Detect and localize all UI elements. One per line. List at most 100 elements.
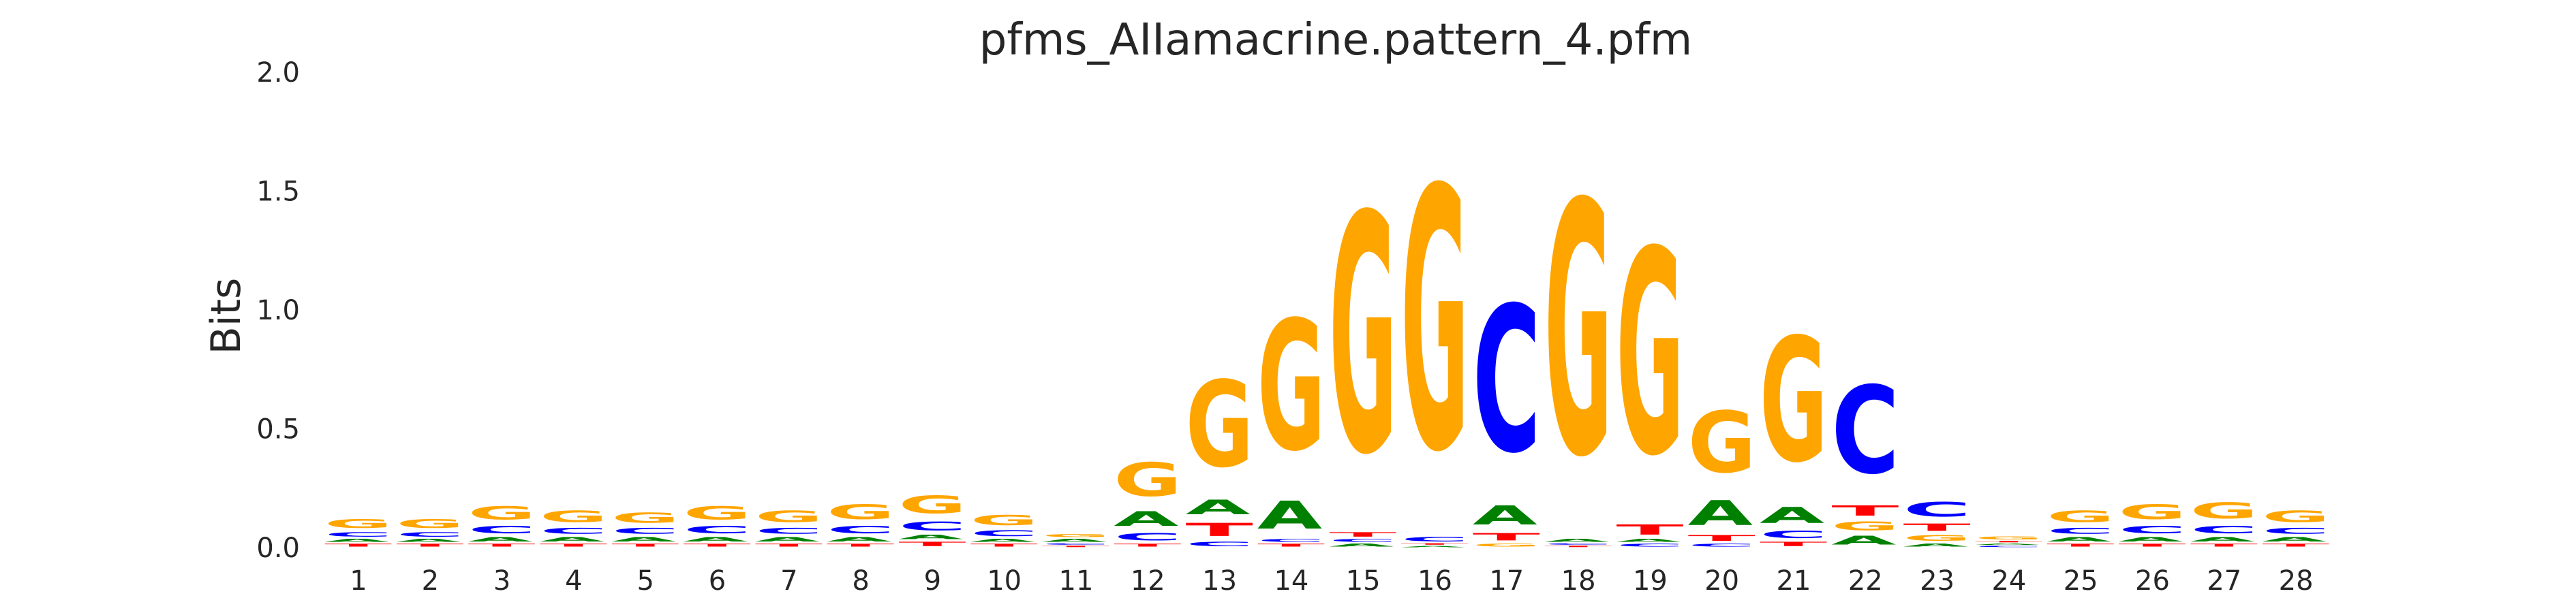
- logo-letter-a: A: [1760, 503, 1825, 529]
- logo-letter-t: T: [324, 543, 392, 548]
- logo-letter-a: A: [1831, 533, 1896, 548]
- logo-letter-a: A: [1042, 538, 1107, 543]
- x-tick-label: 16: [1417, 565, 1452, 597]
- logo-letter-g: G: [1975, 536, 2043, 541]
- logo-letter-a: A: [1473, 501, 1538, 531]
- logo-letter-a: A: [540, 536, 605, 543]
- chart-title: pfms_AIIamacrine.pattern_4.pfm: [979, 15, 1692, 65]
- logo-letter-t: T: [1616, 522, 1683, 538]
- logo-letter-a: A: [2190, 536, 2256, 543]
- logo-letter-c: C: [970, 529, 1039, 538]
- logo-letter-g: G: [2046, 507, 2115, 526]
- logo-letter-a: A: [611, 536, 677, 543]
- y-tick-label: 2.0: [256, 57, 300, 89]
- logo-letter-t: T: [1114, 543, 1181, 548]
- logo-letter-t: T: [1975, 541, 2042, 543]
- logo-letter-g: G: [1688, 394, 1756, 492]
- logo-letter-c: C: [1042, 543, 1110, 545]
- logo-letter-c: C: [1114, 531, 1182, 543]
- logo-letter-a: A: [1329, 543, 1394, 548]
- logo-letter-t: T: [2190, 543, 2258, 548]
- y-tick-label: 1.0: [256, 295, 300, 326]
- x-tick-label: 15: [1346, 565, 1381, 597]
- logo-letter-a: A: [2262, 536, 2327, 543]
- x-tick-label: 20: [1704, 565, 1739, 597]
- logo-letter-a: A: [1114, 507, 1178, 531]
- logo-letter-a: A: [468, 536, 534, 543]
- x-tick-label: 1: [350, 565, 367, 597]
- y-tick-label: 0.0: [256, 533, 300, 564]
- logo-letter-t: T: [755, 543, 823, 548]
- x-tick-label: 21: [1777, 565, 1811, 597]
- logo-letter-g: G: [1473, 543, 1541, 548]
- logo-letter-c: C: [1186, 541, 1254, 548]
- logo-letter-c: C: [1688, 543, 1756, 548]
- logo-letter-g: G: [1329, 148, 1397, 526]
- logo-letter-a: A: [1544, 538, 1609, 543]
- logo-letter-t: T: [1544, 546, 1612, 548]
- logo-letter-g: G: [970, 512, 1039, 529]
- x-tick-label: 13: [1202, 565, 1237, 597]
- logo-letter-t: T: [396, 543, 463, 548]
- logo-letter-c: C: [1401, 536, 1469, 543]
- x-tick-label: 4: [565, 565, 582, 597]
- x-tick-label: 18: [1561, 565, 1596, 597]
- logo-letter-c: C: [540, 526, 608, 536]
- x-tick-label: 17: [1489, 565, 1524, 597]
- logo-letter-g: G: [827, 501, 895, 524]
- logo-letter-t: T: [827, 543, 894, 548]
- logo-letter-t: T: [1329, 531, 1396, 538]
- logo-letter-g: G: [1760, 303, 1828, 501]
- logo-letter-t: T: [1473, 531, 1540, 543]
- logo-letter-a: A: [684, 536, 749, 543]
- logo-letter-t: T: [1688, 533, 1755, 543]
- x-tick-label: 7: [780, 565, 797, 597]
- logo-letter-c: C: [324, 531, 393, 538]
- logo-letter-t: T: [1257, 543, 1325, 548]
- y-tick-label: 1.5: [256, 176, 300, 208]
- logo-letter-t: T: [540, 543, 607, 548]
- logo-letter-t: T: [2119, 543, 2186, 548]
- logo-letter-c: C: [1257, 538, 1325, 543]
- logo-letter-a: A: [1186, 496, 1251, 519]
- x-tick-label: 5: [637, 565, 654, 597]
- logo-letter-g: G: [2119, 501, 2187, 524]
- logo-letter-g: G: [1042, 533, 1110, 538]
- logo-letter-a: A: [2119, 536, 2184, 543]
- logo-letter-c: C: [1831, 362, 1899, 501]
- logo-letter-g: G: [2190, 498, 2258, 524]
- x-tick-label: 11: [1059, 565, 1094, 597]
- logo-letter-g: G: [2262, 507, 2330, 526]
- logo-letter-c: C: [396, 531, 464, 538]
- logo-letter-t: T: [970, 543, 1038, 548]
- logo-letter-c: C: [827, 524, 895, 535]
- logo-letter-t: T: [898, 541, 966, 548]
- x-tick-label: 28: [2279, 565, 2314, 597]
- logo-letter-c: C: [2190, 524, 2258, 535]
- logo-letter-a: A: [827, 536, 892, 543]
- logo-letter-t: T: [2046, 543, 2114, 548]
- logo-letter-g: G: [324, 517, 393, 531]
